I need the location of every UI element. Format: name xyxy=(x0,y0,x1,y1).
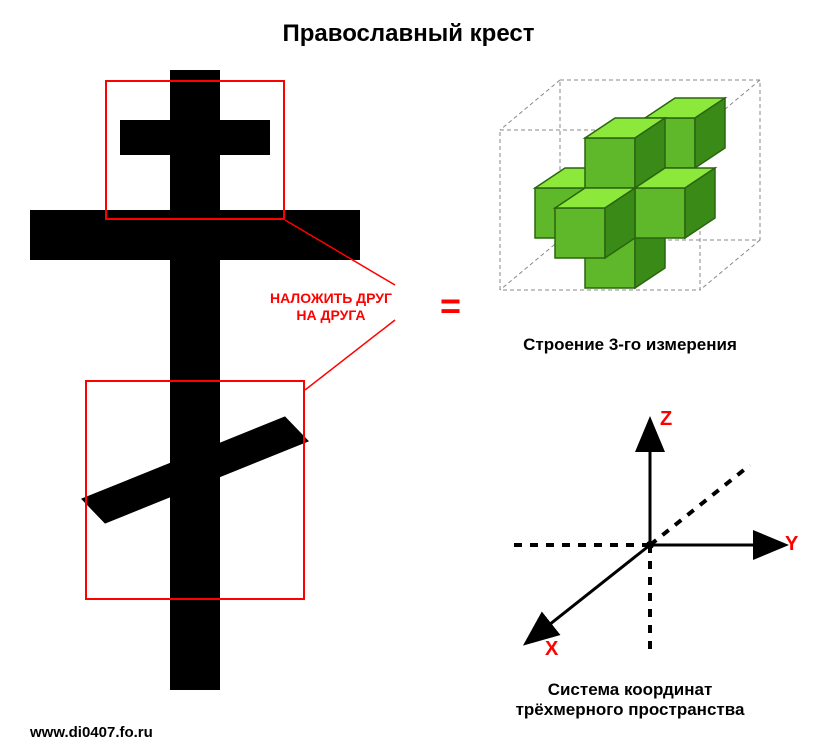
overlay-label: НАЛОЖИТЬ ДРУГ НА ДРУГА xyxy=(270,290,392,324)
footer-url: www.di0407.fo.ru xyxy=(30,724,153,741)
axes-caption: Система координат трёхмерного пространст… xyxy=(460,680,800,721)
cube-3d xyxy=(480,70,780,330)
axes-caption-line2: трёхмерного пространства xyxy=(516,700,745,719)
connector-lines xyxy=(30,70,460,470)
coordinate-axes: Z Y X xyxy=(460,395,800,675)
axis-label-y: Y xyxy=(785,533,799,555)
page-title: Православный крест xyxy=(0,20,817,48)
cube-caption: Строение 3-го измерения xyxy=(480,335,780,355)
axis-label-z: Z xyxy=(660,408,672,430)
overlay-label-line2: НА ДРУГА xyxy=(296,307,365,323)
equals-sign: = xyxy=(440,285,461,327)
axes-caption-line1: Система координат xyxy=(548,680,713,699)
axis-label-x: X xyxy=(545,638,559,660)
overlay-label-line1: НАЛОЖИТЬ ДРУГ xyxy=(270,290,392,306)
